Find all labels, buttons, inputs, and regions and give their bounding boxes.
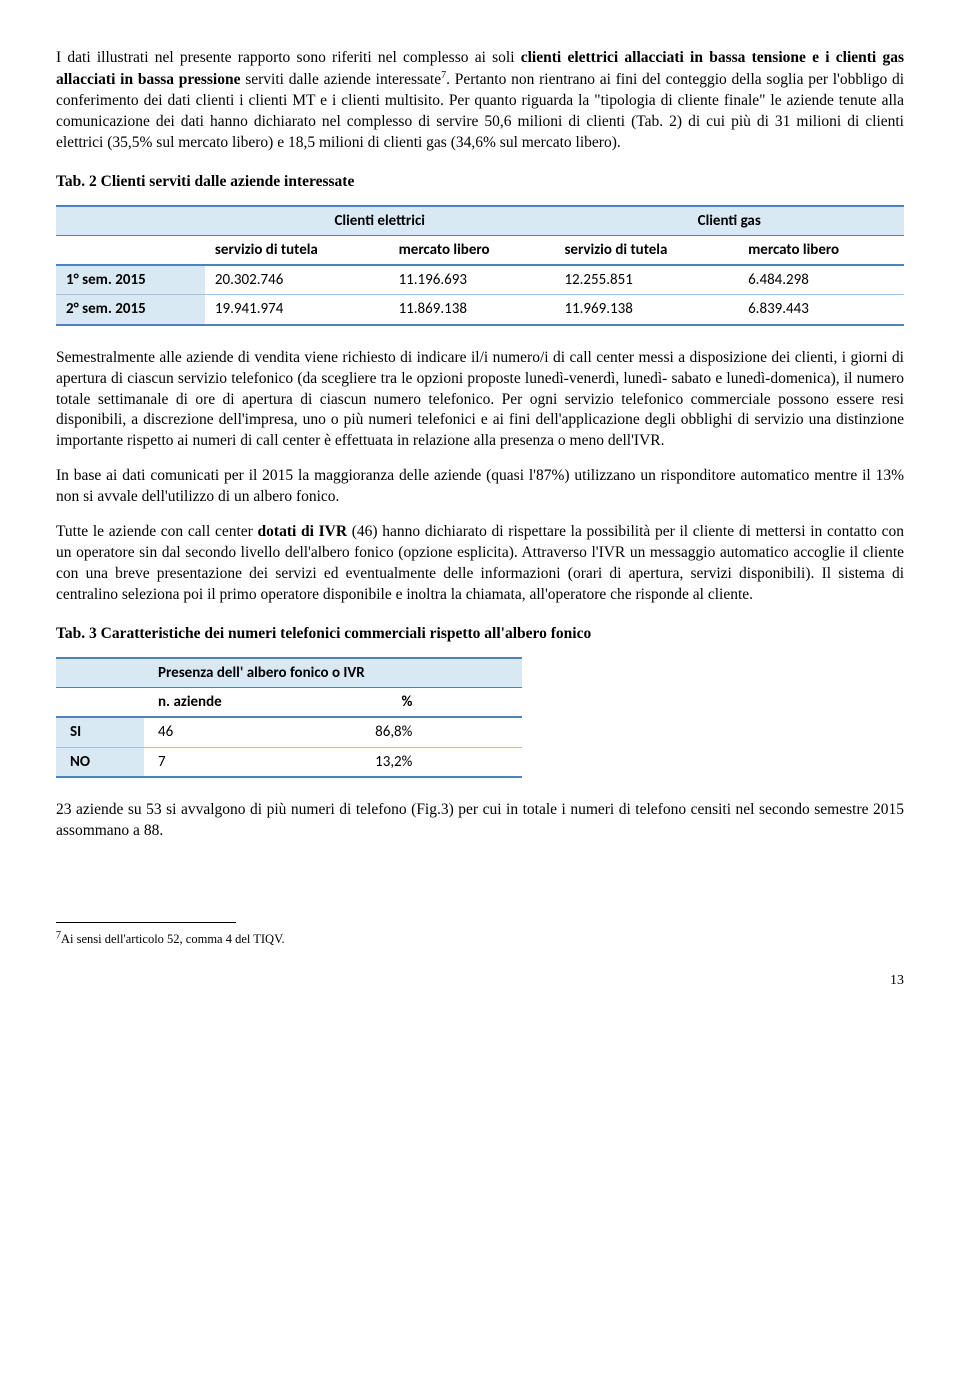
text-bold: dotati di IVR <box>258 523 348 540</box>
row-label: 2° sem. 2015 <box>56 295 205 325</box>
col-header: mercato libero <box>738 235 904 265</box>
footnote-text: Ai sensi dell'articolo 52, comma 4 del T… <box>61 932 285 946</box>
intro-paragraph: I dati illustrati nel presente rapporto … <box>56 48 904 154</box>
col-group: Presenza dell' albero fonico o IVR <box>144 658 522 688</box>
cell: 19.941.974 <box>205 295 389 325</box>
col-group: Clienti gas <box>554 206 904 236</box>
cell: 86,8% <box>281 717 522 747</box>
text: serviti dalle aziende interessate <box>240 71 441 88</box>
cell: 46 <box>144 717 281 747</box>
paragraph: In base ai dati comunicati per il 2015 l… <box>56 466 904 508</box>
col-header: servizio di tutela <box>205 235 389 265</box>
cell: 6.839.443 <box>738 295 904 325</box>
cell: 13,2% <box>281 747 522 777</box>
paragraph: Semestralmente alle aziende di vendita v… <box>56 348 904 453</box>
text: Tutte le aziende con call center <box>56 523 258 540</box>
cell: 6.484.298 <box>738 265 904 295</box>
text: I dati illustrati nel presente rapporto … <box>56 49 521 66</box>
col-header: n. aziende <box>144 688 281 718</box>
paragraph: Tutte le aziende con call center dotati … <box>56 522 904 606</box>
table-corner <box>56 658 144 688</box>
footnote-separator <box>56 922 236 923</box>
cell: 11.196.693 <box>389 265 555 295</box>
table-corner <box>56 235 205 265</box>
row-label: SI <box>56 717 144 747</box>
table-row: SI 46 86,8% <box>56 717 522 747</box>
col-header: % <box>281 688 522 718</box>
col-group: Clienti elettrici <box>205 206 555 236</box>
col-header: mercato libero <box>389 235 555 265</box>
cell: 12.255.851 <box>554 265 738 295</box>
table-clienti: Clienti elettrici Clienti gas servizio d… <box>56 205 904 326</box>
table-ivr: Presenza dell' albero fonico o IVR n. az… <box>56 657 522 778</box>
table-corner <box>56 206 205 236</box>
cell: 20.302.746 <box>205 265 389 295</box>
cell: 7 <box>144 747 281 777</box>
table3-title: Tab. 3 Caratteristiche dei numeri telefo… <box>56 624 904 645</box>
row-label: 1° sem. 2015 <box>56 265 205 295</box>
col-header: servizio di tutela <box>554 235 738 265</box>
table-row: 2° sem. 2015 19.941.974 11.869.138 11.96… <box>56 295 904 325</box>
cell: 11.969.138 <box>554 295 738 325</box>
cell: 11.869.138 <box>389 295 555 325</box>
table-row: NO 7 13,2% <box>56 747 522 777</box>
row-label: NO <box>56 747 144 777</box>
footnote: 7Ai sensi dell'articolo 52, comma 4 del … <box>56 929 904 948</box>
paragraph: 23 aziende su 53 si avvalgono di più num… <box>56 800 904 842</box>
table2-title: Tab. 2 Clienti serviti dalle aziende int… <box>56 172 904 193</box>
page-number: 13 <box>56 972 904 991</box>
table-corner <box>56 688 144 718</box>
table-row: 1° sem. 2015 20.302.746 11.196.693 12.25… <box>56 265 904 295</box>
